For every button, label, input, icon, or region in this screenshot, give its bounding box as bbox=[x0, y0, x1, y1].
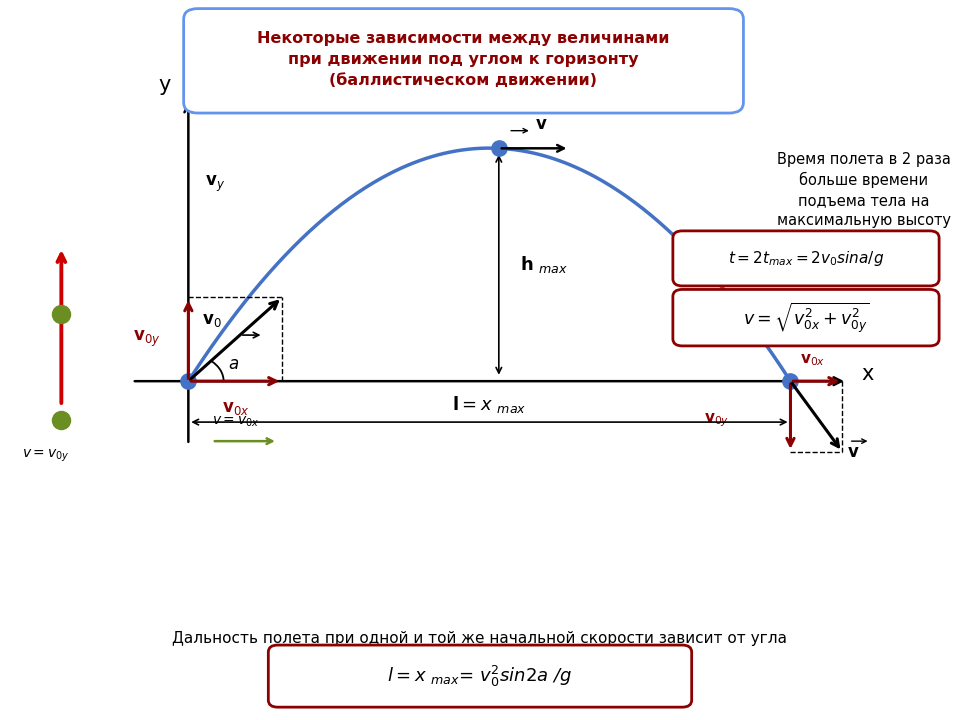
Text: $\mathbf{v}_y$: $\mathbf{v}_y$ bbox=[205, 174, 226, 194]
Text: $v=v_{0y}$: $v=v_{0y}$ bbox=[21, 448, 69, 464]
Text: $\mathbf{l} = x$ $_{max}$: $\mathbf{l} = x$ $_{max}$ bbox=[452, 394, 527, 415]
Text: a: a bbox=[228, 355, 238, 373]
Text: $l = x$ $_{max}$= $v_0^2 sin2a$ /g: $l = x$ $_{max}$= $v_0^2 sin2a$ /g bbox=[388, 664, 572, 688]
Text: $v = \sqrt{v_{0x}^{2} + v_{0y}^{2}}$: $v = \sqrt{v_{0x}^{2} + v_{0y}^{2}}$ bbox=[743, 300, 870, 335]
Text: $\mathbf{v}_{0y}$: $\mathbf{v}_{0y}$ bbox=[132, 329, 160, 349]
Text: $\mathbf{v}_0$: $\mathbf{v}_0$ bbox=[202, 311, 221, 329]
Text: $v=v_{0x}$: $v=v_{0x}$ bbox=[212, 415, 259, 429]
Text: y: y bbox=[158, 76, 171, 96]
Text: Время полета в 2 раза
больше времени
подъема тела на
максимальную высоту: Время полета в 2 раза больше времени под… bbox=[777, 152, 950, 228]
FancyBboxPatch shape bbox=[268, 645, 691, 707]
FancyBboxPatch shape bbox=[183, 9, 743, 113]
Text: Некоторые зависимости между величинами
при движении под углом к горизонту
(балли: Некоторые зависимости между величинами п… bbox=[257, 31, 669, 88]
Text: $\mathbf{h}$ $_{max}$: $\mathbf{h}$ $_{max}$ bbox=[519, 254, 567, 275]
Text: $\mathbf{v}_{0x}$: $\mathbf{v}_{0x}$ bbox=[800, 353, 826, 369]
Text: $\mathbf{v}_{0y}$: $\mathbf{v}_{0y}$ bbox=[704, 411, 730, 429]
FancyBboxPatch shape bbox=[673, 231, 939, 286]
Text: $\mathbf{v}$: $\mathbf{v}$ bbox=[535, 114, 547, 132]
Text: $\mathbf{v}$: $\mathbf{v}$ bbox=[847, 443, 859, 461]
Text: $\mathbf{v}_{0x}$: $\mathbf{v}_{0x}$ bbox=[222, 399, 249, 417]
Text: Дальность полета при одной и той же начальной скорости зависит от угла: Дальность полета при одной и той же нача… bbox=[173, 631, 787, 647]
Text: $t= 2t_{max} = 2v_0sina/g$: $t= 2t_{max} = 2v_0sina/g$ bbox=[729, 249, 884, 268]
Text: x: x bbox=[861, 364, 874, 384]
FancyBboxPatch shape bbox=[673, 289, 939, 346]
